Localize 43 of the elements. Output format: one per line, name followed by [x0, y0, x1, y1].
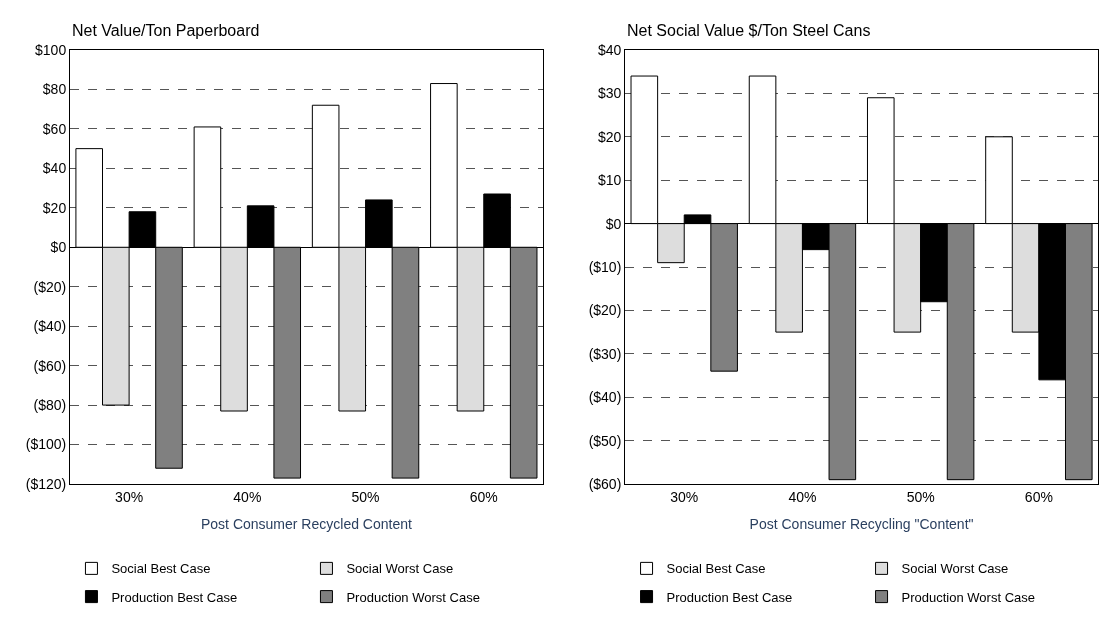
y-tick-label: ($10) — [588, 258, 622, 275]
x-axis-title: Post Consumer Recycled Content — [201, 516, 412, 533]
x-tick-label: 60% — [469, 488, 498, 505]
y-tick-label: $0 — [605, 215, 622, 232]
y-tick-label: ($60) — [588, 475, 622, 492]
x-tick-label: 30% — [670, 488, 699, 505]
legend-label: Production Worst Case — [901, 589, 1035, 605]
x-tick-label: 40% — [788, 488, 817, 505]
y-tick-label: $100 — [35, 41, 67, 58]
chart-title: Net Value/Ton Paperboard — [72, 22, 260, 39]
x-tick-label: 30% — [115, 488, 144, 505]
y-tick-label: ($30) — [588, 345, 622, 362]
y-tick-label: ($50) — [588, 432, 622, 449]
x-tick-label: 60% — [1024, 488, 1053, 505]
y-tick-label: $20 — [42, 199, 67, 216]
y-tick-label: $0 — [50, 239, 67, 256]
y-tick-label: $40 — [42, 160, 67, 177]
y-tick-label: ($120) — [25, 475, 67, 492]
x-axis-title: Post Consumer Recycling "Content" — [749, 516, 974, 533]
y-tick-label: ($100) — [25, 436, 67, 453]
legend-label: Social Best Case — [666, 561, 766, 577]
legend-label: Social Worst Case — [346, 561, 454, 577]
legend-label: Social Best Case — [111, 561, 211, 577]
legend-label: Production Worst Case — [346, 589, 480, 605]
y-tick-label: $80 — [42, 81, 67, 98]
legend-label: Social Worst Case — [901, 561, 1009, 577]
y-tick-label: ($80) — [33, 396, 67, 413]
y-tick-label: $10 — [597, 172, 622, 189]
y-tick-label: ($40) — [33, 318, 67, 335]
y-tick-label: ($40) — [588, 389, 622, 406]
y-tick-label: $60 — [42, 120, 67, 137]
y-tick-label: $40 — [597, 41, 622, 58]
y-tick-label: ($20) — [588, 302, 622, 319]
x-tick-label: 40% — [233, 488, 262, 505]
y-tick-label: ($60) — [33, 357, 67, 374]
x-tick-label: 50% — [906, 488, 935, 505]
x-tick-label: 50% — [351, 488, 380, 505]
y-tick-label: $20 — [597, 128, 622, 145]
y-tick-label: ($20) — [33, 278, 67, 295]
legend-label: Production Best Case — [111, 589, 238, 605]
legend-label: Production Best Case — [666, 589, 793, 605]
chart-title: Net Social Value $/Ton Steel Cans — [627, 22, 871, 39]
y-tick-label: $30 — [597, 85, 622, 102]
